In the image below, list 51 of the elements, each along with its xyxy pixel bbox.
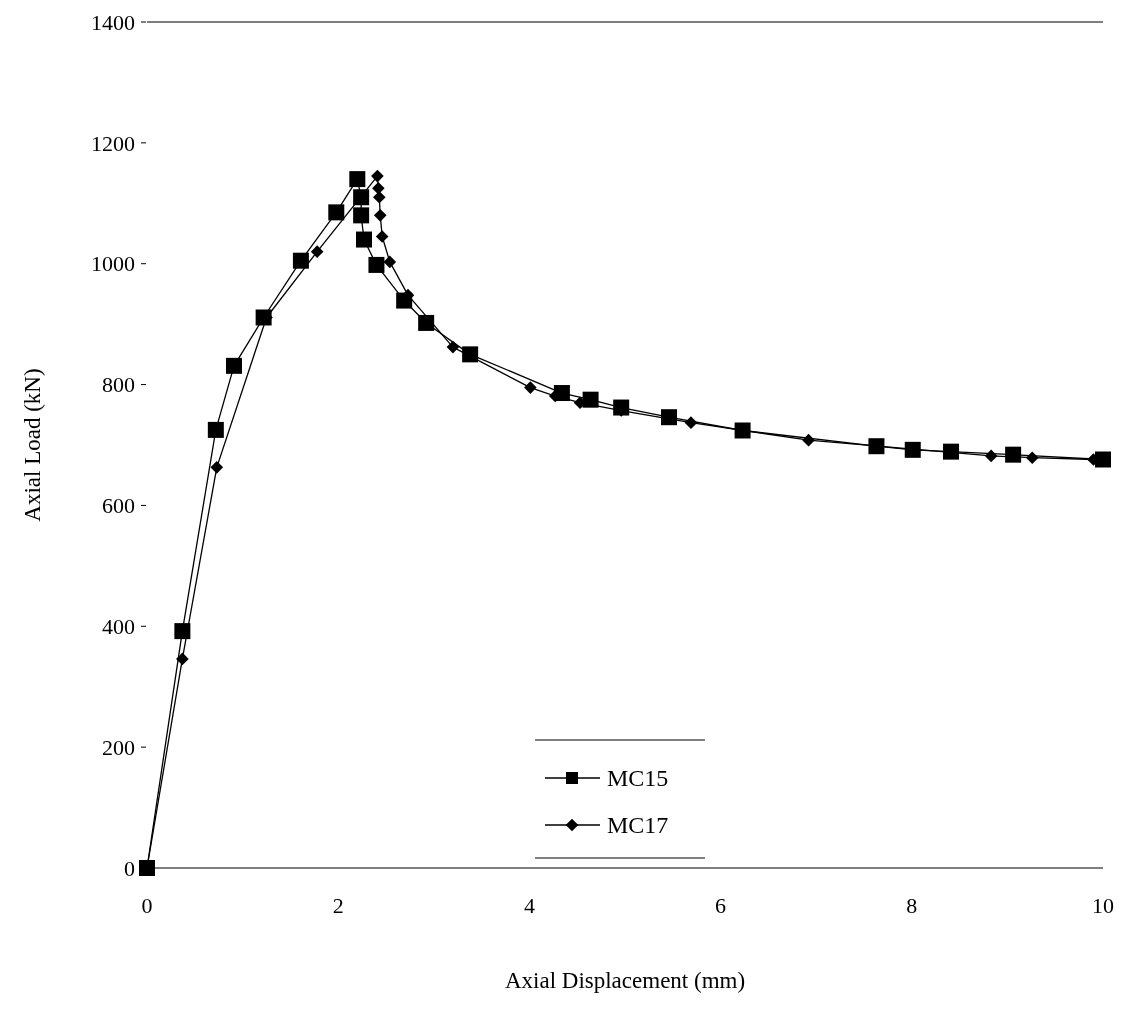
point [207, 421, 224, 438]
y-tick-label: 0 [124, 855, 135, 881]
x-tick-label: 10 [1092, 893, 1114, 918]
point [984, 449, 998, 463]
x-tick-label: 8 [906, 893, 918, 918]
x-tick-label: 4 [523, 893, 535, 918]
point [292, 252, 309, 269]
point [349, 171, 366, 188]
x-tick-label: 6 [715, 893, 727, 918]
point [226, 357, 242, 374]
point [524, 381, 537, 394]
y-tick-label: 1400 [91, 9, 135, 35]
point [943, 443, 959, 460]
point [371, 169, 384, 183]
point [446, 340, 460, 354]
point [904, 441, 921, 458]
point [462, 346, 479, 363]
y-tick-label: 800 [102, 372, 135, 398]
point [356, 231, 373, 248]
point [684, 416, 698, 429]
point [1025, 451, 1039, 464]
y-tick-label: 1000 [91, 251, 135, 277]
point [734, 422, 751, 439]
point [174, 623, 191, 640]
point [1005, 446, 1022, 463]
point [660, 409, 677, 426]
point [1095, 451, 1111, 468]
y-tick-label: 400 [102, 613, 135, 639]
point [802, 433, 815, 447]
legend-label: MC15 [607, 765, 669, 792]
y-tick-label: 200 [102, 734, 135, 760]
point [373, 209, 387, 222]
point [310, 245, 324, 258]
point [368, 256, 385, 273]
point [353, 207, 370, 224]
point [373, 190, 386, 204]
legend-label: MC17 [607, 812, 669, 839]
point [418, 314, 435, 331]
point [375, 230, 389, 243]
y-tick-label: 600 [102, 493, 135, 519]
point [210, 461, 224, 474]
point [372, 181, 385, 195]
y-tick-label: 1200 [91, 130, 135, 156]
x-axis-title: Axial Displacement (mm) [504, 968, 746, 993]
point [868, 438, 885, 455]
point [328, 204, 345, 221]
x-tick-label: 0 [141, 893, 153, 918]
x-tick-label: 2 [332, 893, 344, 918]
y-axis-title: Axial Load (kN) [20, 368, 45, 522]
point [176, 652, 189, 666]
point [383, 255, 397, 269]
